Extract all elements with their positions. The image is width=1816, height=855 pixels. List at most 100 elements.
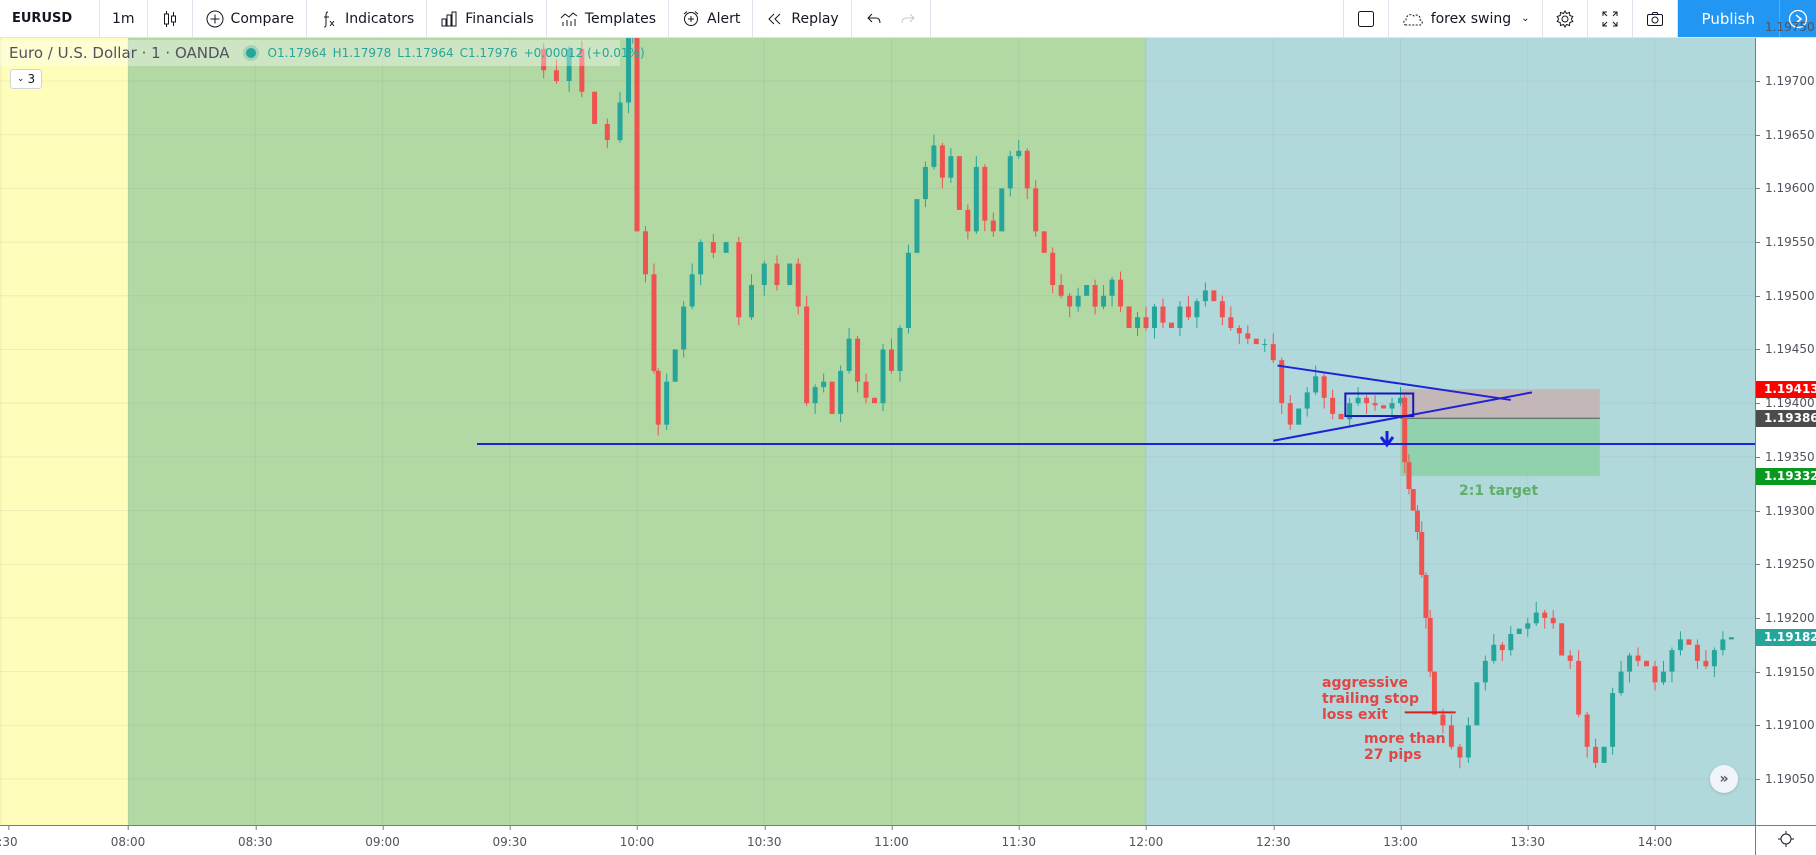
time-tick: 13:00 (1383, 826, 1418, 849)
interval-button[interactable]: 1m (100, 0, 148, 37)
candle-body (1728, 637, 1734, 640)
layout-menu-button[interactable]: forex swing ⌄ (1389, 0, 1543, 37)
square-icon (1356, 9, 1376, 29)
layout-name: forex swing (1430, 10, 1512, 27)
candle-body (541, 48, 547, 71)
templates-button[interactable]: Templates (547, 0, 670, 37)
candle-body (1084, 285, 1090, 296)
candle-body (1160, 306, 1166, 323)
candle-body (1448, 725, 1454, 747)
candle-body (1381, 405, 1387, 409)
compare-button[interactable]: Compare (193, 0, 308, 37)
candle-body (1143, 317, 1149, 328)
candle-body (1338, 413, 1344, 420)
candle-body (1601, 746, 1607, 763)
candle-body (1177, 306, 1183, 328)
session-premarket (0, 38, 128, 825)
pips-text-line1: more than (1364, 731, 1446, 747)
replay-button[interactable]: Replay (753, 0, 852, 37)
candle-body (812, 387, 818, 404)
indicators-label: Indicators (345, 10, 415, 27)
price-tick: 1.19700 (1756, 74, 1816, 88)
settings-button[interactable] (1543, 0, 1588, 37)
candle-body (1355, 397, 1361, 404)
symbol-label: EURUSD (12, 11, 73, 26)
candle-body (1465, 725, 1471, 758)
play-button[interactable] (1780, 0, 1816, 37)
pips-annotation[interactable]: more than 27 pips (1364, 731, 1446, 763)
time-tick: :30 (0, 826, 18, 849)
candle-body (855, 338, 861, 382)
redo-icon[interactable] (898, 9, 918, 29)
candle-body (1168, 322, 1174, 328)
exit-annotation[interactable]: aggressive trailing stop loss exit (1322, 675, 1419, 723)
chart-type-button[interactable] (148, 0, 193, 37)
candle-body (1024, 150, 1030, 189)
symbol-search-button[interactable]: EURUSD (0, 0, 100, 37)
axis-settings-button[interactable] (1755, 825, 1816, 855)
price-tick: 1.19250 (1756, 557, 1816, 571)
alert-button[interactable]: Alert (669, 0, 754, 37)
candle-body (863, 381, 869, 398)
candle-body (965, 209, 971, 232)
candles-icon (160, 9, 180, 29)
candle-body (1041, 231, 1047, 253)
candle-body (710, 242, 716, 253)
candle-body (1330, 397, 1336, 414)
price-tick: 1.19400 (1756, 396, 1816, 410)
candle-body (1669, 650, 1675, 672)
price-label: 1.19413 (1756, 380, 1816, 398)
time-tick: 12:30 (1256, 826, 1291, 849)
candle-body (1711, 650, 1717, 667)
candle-body (939, 145, 945, 178)
price-tick: 1.19200 (1756, 611, 1816, 625)
undo-icon[interactable] (864, 9, 884, 29)
price-chart[interactable] (0, 38, 1755, 825)
financials-button[interactable]: Financials (427, 0, 547, 37)
target-annotation[interactable]: 2:1 target (1459, 483, 1538, 499)
chart-pane[interactable] (0, 38, 1755, 825)
legend-background (0, 40, 620, 66)
candle-body (1550, 617, 1556, 624)
candle-body (1016, 150, 1022, 157)
candle-body (1033, 188, 1039, 232)
price-tick: 1.19300 (1756, 504, 1816, 518)
function-icon (319, 9, 339, 29)
candle-body (1720, 639, 1726, 651)
publish-button[interactable]: Publish (1677, 0, 1780, 37)
price-axis[interactable]: 1.19750 1.19700 1.19650 1.19600 1.19550 1.195… (1755, 20, 1816, 825)
price-tick: 1.19350 (1756, 450, 1816, 464)
candle-body (1151, 306, 1157, 328)
candle-body (1109, 279, 1115, 296)
candle-body (1525, 623, 1531, 629)
indicators-button[interactable]: Indicators (307, 0, 428, 37)
candle-body (1321, 376, 1327, 398)
candle-body (1101, 295, 1107, 307)
consolidation-box (1344, 392, 1415, 418)
candle-body (1516, 628, 1522, 635)
time-axis[interactable]: :30 08:00 08:30 09:00 09:30 10:00 10:30 11:00 11… (0, 825, 1755, 855)
templates-label: Templates (584, 10, 657, 27)
rewind-icon (765, 9, 785, 29)
legend-collapse-button[interactable]: ⌄ 3 (10, 69, 42, 89)
legend-title[interactable]: Euro / U.S. Dollar · 1 · OANDA (9, 44, 230, 62)
scroll-to-realtime-button[interactable]: » (1710, 765, 1738, 793)
candle-body (774, 263, 780, 286)
candle-body (829, 381, 835, 414)
candle-body (1474, 682, 1480, 726)
fullscreen-icon (1600, 9, 1620, 29)
candle-body (604, 123, 610, 141)
candle-body (1287, 403, 1293, 425)
replay-label: Replay (791, 10, 839, 27)
chevron-down-icon: ⌄ (16, 74, 25, 84)
candle-body (579, 48, 585, 92)
fullscreen-button[interactable] (1588, 0, 1633, 37)
target-text: 2:1 target (1459, 483, 1539, 499)
snapshot-button[interactable] (1633, 0, 1678, 37)
select-layout-checkbox[interactable] (1342, 0, 1389, 37)
price-tick: 1.19450 (1756, 342, 1816, 356)
profit-target-zone (1400, 418, 1600, 477)
candle-body (1559, 623, 1565, 656)
candle-body (672, 349, 678, 382)
candle-body (1410, 489, 1416, 511)
